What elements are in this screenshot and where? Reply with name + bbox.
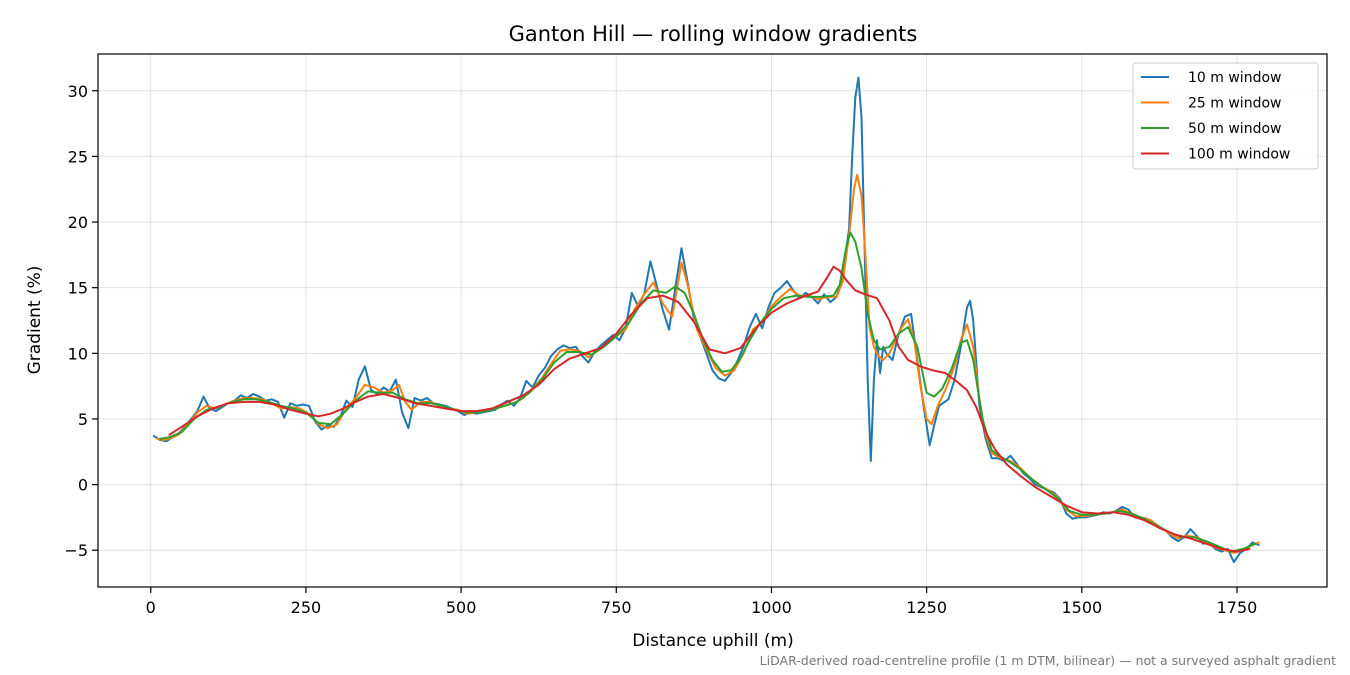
x-tick-label: 250: [291, 598, 322, 617]
axis-ticks: 0 250 500 750 1000 1250 1500 1750 −5 0 5 10 15 20 25 30: [64, 82, 1257, 617]
y-tick-label: −5: [64, 541, 88, 560]
x-tick-label: 500: [446, 598, 477, 617]
series-layer: [152, 76, 1260, 564]
x-axis-label: Distance uphill (m): [632, 631, 793, 651]
x-tick-label: 1000: [751, 598, 792, 617]
legend-label-100-m-window: 100 m window: [1188, 147, 1290, 163]
x-tick-label: 750: [601, 598, 632, 617]
y-tick-label: 25: [68, 147, 88, 166]
legend: 10 m window 25 m window 50 m window 100 m w…: [1132, 62, 1319, 170]
plot-frame: [97, 53, 1328, 588]
x-tick-label: 1250: [906, 598, 947, 617]
y-tick-label: 10: [68, 344, 88, 363]
chart-title: Ganton Hill — rolling window gradients: [509, 22, 918, 46]
y-tick-label: 30: [68, 82, 88, 101]
series-line-50-m-window: [159, 231, 1257, 553]
y-axis-label: Gradient (%): [25, 266, 45, 375]
y-tick-label: 20: [68, 213, 88, 232]
y-tick-label: 5: [78, 410, 88, 429]
series-line-10-m-window: [152, 76, 1260, 564]
legend-box: [1132, 62, 1319, 170]
x-tick-label: 1750: [1217, 598, 1258, 617]
x-tick-label: 1500: [1061, 598, 1102, 617]
y-tick-label: 15: [68, 279, 88, 298]
legend-label-50-m-window: 50 m window: [1188, 121, 1281, 137]
legend-label-10-m-window: 10 m window: [1188, 70, 1281, 86]
series-line-100-m-window: [168, 265, 1251, 553]
footnote: LiDAR-derived road-centreline profile (1…: [760, 653, 1336, 668]
legend-label-25-m-window: 25 m window: [1188, 96, 1281, 112]
x-tick-label: 0: [146, 598, 156, 617]
y-tick-label: 0: [78, 476, 88, 495]
